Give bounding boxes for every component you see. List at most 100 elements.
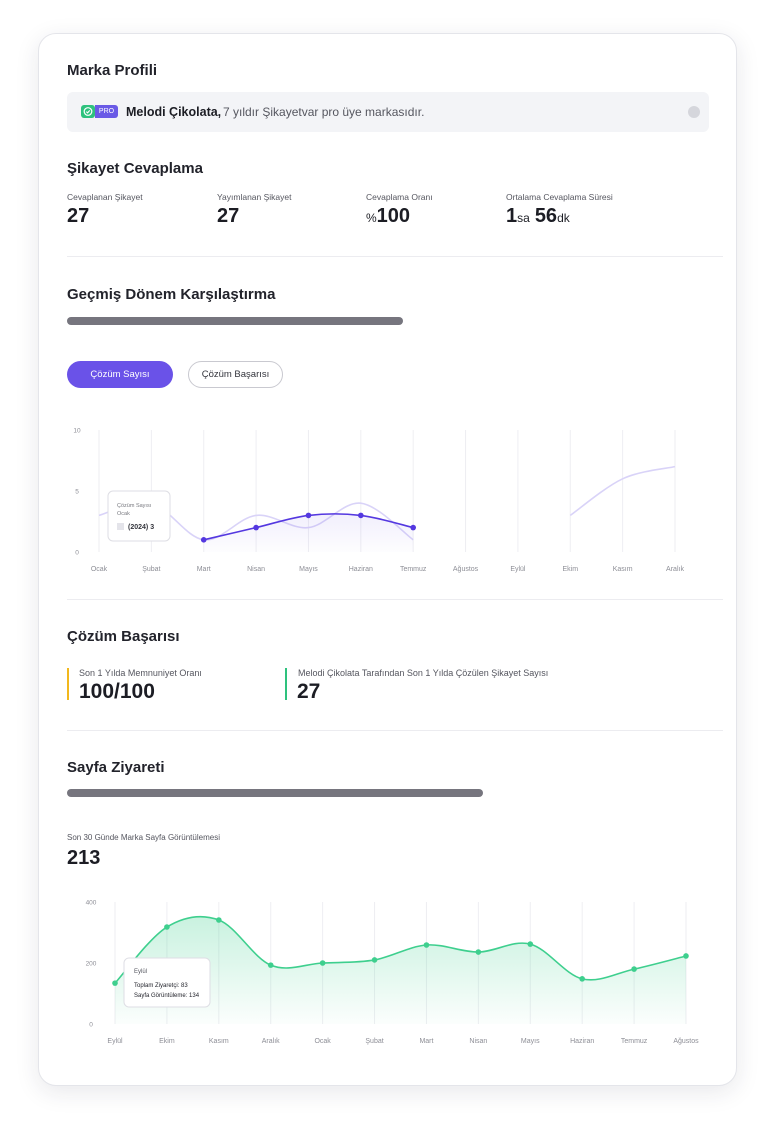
check-icon <box>83 107 93 116</box>
x-tick-label: Kasım <box>209 1038 229 1045</box>
value: 134 <box>189 993 200 999</box>
stat-label: Cevaplama Oranı <box>366 192 433 202</box>
accent-bar <box>67 668 69 700</box>
section-title: Sayfa Ziyareti <box>67 759 165 776</box>
point <box>631 966 637 972</box>
x-tick-label: Ekim <box>159 1038 175 1045</box>
x-tick-label: Ekim <box>562 566 578 573</box>
point <box>164 924 170 930</box>
x-tick-label: Temmuz <box>400 566 427 573</box>
area <box>203 513 414 552</box>
tooltip-title: Eylül <box>134 969 147 975</box>
tab-button[interactable]: Çözüm Başarısı <box>188 361 283 388</box>
x-tick-label: Şubat <box>365 1038 383 1045</box>
point <box>253 524 259 531</box>
divider <box>67 599 723 600</box>
point <box>112 980 118 986</box>
point <box>319 960 326 966</box>
info-icon[interactable] <box>688 106 700 118</box>
stat-label: Cevaplanan Şikayet <box>67 192 143 202</box>
stat-value: 100/100 <box>79 680 155 703</box>
x-tick-label: Nisan <box>247 566 265 573</box>
pro-badge: PRO <box>95 105 118 118</box>
y-tick-label: 10 <box>73 428 81 435</box>
line <box>569 465 676 517</box>
x-tick-label: Haziran <box>349 566 373 573</box>
unit: % <box>366 211 377 225</box>
tooltip-value: (2024) 3 <box>128 524 154 531</box>
point <box>423 942 430 948</box>
x-tick-label: Aralık <box>666 566 684 573</box>
label: Toplam Ziyaretçi: <box>134 983 180 989</box>
section-title: Şikayet Cevaplama <box>67 160 203 177</box>
placeholder-bar <box>67 317 403 325</box>
brand-name: Melodi Çikolata, <box>126 105 222 119</box>
stat-value: 213 <box>67 847 101 869</box>
subtitle: Son 30 Günde Marka Sayfa Görüntülemesi <box>67 833 220 842</box>
point <box>371 957 378 963</box>
y-tick-label: 5 <box>75 489 79 496</box>
x-tick-label: Eylül <box>510 566 526 573</box>
x-tick-label: Haziran <box>570 1038 594 1045</box>
x-tick-label: Nisan <box>469 1038 487 1045</box>
section-title: Geçmiş Dönem Karşılaştırma <box>67 286 276 303</box>
pro-text: 7 yıldır Şikayetvar pro üye markasıdır. <box>223 105 425 119</box>
tooltip-row: Toplam Ziyaretçi: 83 <box>134 983 188 989</box>
tooltip-title: Çözüm Sayısı <box>117 503 151 509</box>
point <box>527 941 534 947</box>
y-tick-label: 200 <box>86 961 97 968</box>
y-tick-label: 0 <box>75 550 79 557</box>
value: 83 <box>181 983 188 989</box>
x-tick-label: Mart <box>419 1038 433 1045</box>
x-tick-label: Mart <box>197 566 211 573</box>
x-tick-label: Kasım <box>613 566 633 573</box>
stat-label: Yayımlanan Şikayet <box>217 192 292 202</box>
value: 1 <box>506 205 518 227</box>
card <box>38 33 737 1086</box>
accent-bar <box>285 668 287 700</box>
tooltip-category: Ocak <box>117 511 130 517</box>
value: 100 <box>376 205 411 227</box>
stat-value: %100 <box>366 206 410 226</box>
divider <box>67 256 723 257</box>
stat-label: Melodi Çikolata Tarafından Son 1 Yılda Ç… <box>298 668 549 678</box>
stat-label: Ortalama Cevaplama Süresi <box>506 192 613 202</box>
x-tick-label: Temmuz <box>621 1038 648 1045</box>
point <box>200 537 207 543</box>
x-tick-label: Mayıs <box>299 566 318 573</box>
point <box>305 512 312 519</box>
tooltip-box <box>123 957 211 1008</box>
stat-value: 27 <box>67 205 90 227</box>
x-tick-label: Aralık <box>262 1038 280 1045</box>
x-tick-label: Ocak <box>91 566 108 573</box>
verified-icon <box>81 105 95 118</box>
section-title: Çözüm Başarısı <box>67 628 180 645</box>
tooltip-row: Sayfa Görüntüleme: 134 <box>134 993 200 999</box>
tab-button[interactable]: Çözüm Sayısı <box>67 361 173 388</box>
legend-swatch <box>117 523 124 530</box>
point <box>410 524 416 531</box>
point <box>267 962 274 968</box>
x-tick-label: Eylül <box>107 1038 123 1045</box>
stat-label: Son 1 Yılda Memnuniyet Oranı <box>79 668 202 678</box>
unit: sa <box>517 211 530 225</box>
x-tick-label: Mayıs <box>521 1038 540 1045</box>
y-tick-label: 0 <box>89 1022 93 1029</box>
point <box>475 949 482 955</box>
stat-value: 1sa 56dk <box>506 206 570 226</box>
placeholder-bar <box>67 789 483 797</box>
point <box>358 512 364 519</box>
divider <box>67 730 723 731</box>
x-tick-label: Ağustos <box>673 1038 699 1045</box>
info-bar <box>67 92 709 132</box>
value: 56 <box>534 205 558 227</box>
point <box>216 917 222 923</box>
tooltip: Çözüm Sayısı Ocak (2024) 3 <box>107 490 171 542</box>
point <box>579 976 585 982</box>
series-name: (2024) <box>128 524 148 531</box>
label: Sayfa Görüntüleme: <box>134 993 188 999</box>
area <box>115 916 686 1024</box>
y-tick-label: 400 <box>86 900 97 907</box>
